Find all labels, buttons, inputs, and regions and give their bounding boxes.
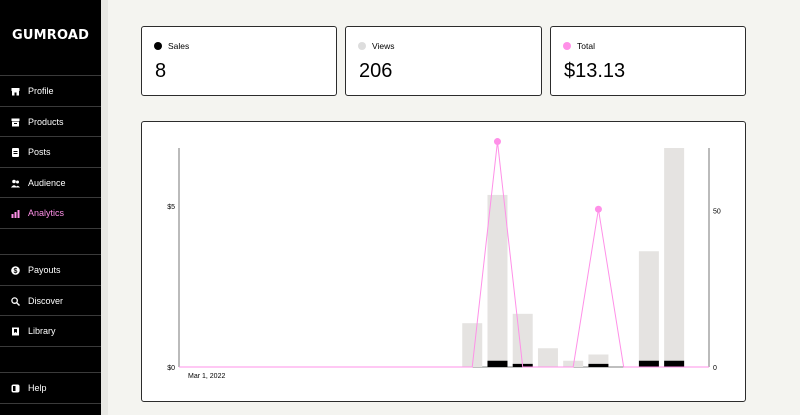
sidebar-item-label: Profile <box>28 86 54 96</box>
stat-label: Sales <box>168 41 190 51</box>
stat-value: 8 <box>155 60 167 82</box>
archive-icon <box>11 118 20 127</box>
divider <box>0 197 101 198</box>
stat-value: 206 <box>359 60 393 82</box>
stat-label-row: Total <box>563 41 595 51</box>
divider <box>0 136 101 137</box>
stat-card-total: Total $13.13 <box>550 26 746 96</box>
total-point <box>594 205 602 213</box>
analytics-chart-card: $0 $5 0 50 Mar 1, 2022 <box>141 121 746 402</box>
svg-text:$: $ <box>14 268 18 275</box>
views-bar <box>487 194 508 367</box>
shop-icon <box>11 87 20 96</box>
sidebar-item-label: Payouts <box>28 265 61 275</box>
legend-dot-views <box>358 42 366 50</box>
total-line <box>179 141 709 368</box>
stat-value: $13.13 <box>564 60 626 82</box>
sales-bar <box>664 360 685 367</box>
legend-dot-total <box>563 42 571 50</box>
divider <box>0 106 101 107</box>
people-icon <box>11 179 20 188</box>
sidebar-item-posts[interactable]: Posts <box>0 137 101 167</box>
right-tick-label: 0 <box>713 365 717 372</box>
stat-card-views: Views 206 <box>345 26 542 96</box>
divider <box>0 285 101 286</box>
left-tick-label: $0 <box>167 365 175 372</box>
sidebar-item-label: Posts <box>28 147 51 157</box>
help-icon <box>11 384 20 393</box>
x-tick-label: Mar 1, 2022 <box>188 373 225 380</box>
sales-bar <box>638 360 659 367</box>
divider <box>0 254 101 255</box>
sidebar-item-library[interactable]: Library <box>0 316 101 346</box>
sidebar-item-label: Analytics <box>28 208 65 218</box>
stat-label-row: Views <box>358 41 395 51</box>
stat-label: Total <box>577 41 595 51</box>
legend-dot-sales <box>154 42 162 50</box>
analytics-chart: $0 $5 0 50 Mar 1, 2022 <box>167 138 721 380</box>
right-tick-label: 50 <box>713 209 721 216</box>
dollar-circle-icon: $ <box>11 265 20 275</box>
stat-label: Views <box>372 41 395 51</box>
sales-bar <box>487 360 508 367</box>
sidebar-item-discover[interactable]: Discover <box>0 286 101 316</box>
bar-chart-icon <box>11 209 20 218</box>
sidebar-item-help[interactable]: Help <box>0 373 101 403</box>
divider <box>0 167 101 168</box>
sidebar-item-profile[interactable]: Profile <box>0 76 101 106</box>
divider <box>0 75 101 76</box>
views-bar <box>664 148 685 367</box>
scrollbar-track[interactable] <box>101 0 108 415</box>
sidebar-item-label: Help <box>28 383 47 393</box>
divider <box>0 372 101 373</box>
views-bar <box>537 348 558 367</box>
stat-card-sales: Sales 8 <box>141 26 337 96</box>
sidebar-item-label: Discover <box>28 296 64 306</box>
bookmark-icon <box>11 327 20 336</box>
views-bar <box>462 323 483 367</box>
sidebar-item-analytics[interactable]: Analytics <box>0 198 101 228</box>
divider <box>0 315 101 316</box>
gumroad-logo[interactable]: GUMROAD <box>12 28 90 43</box>
sidebar-item-label: Products <box>28 117 64 127</box>
sidebar-item-audience[interactable]: Audience <box>0 168 101 198</box>
left-tick-label: $5 <box>167 204 175 211</box>
total-point <box>493 138 501 146</box>
sidebar-item-payouts[interactable]: $ Payouts <box>0 255 101 285</box>
divider <box>0 346 101 347</box>
sidebar-item-label: Audience <box>28 178 66 188</box>
divider <box>0 228 101 229</box>
views-bar <box>512 313 533 367</box>
divider <box>0 403 101 404</box>
document-icon <box>11 147 20 157</box>
sales-bar <box>588 363 609 367</box>
sidebar-item-products[interactable]: Products <box>0 107 101 137</box>
sidebar-item-label: Library <box>28 326 56 336</box>
sidebar: GUMROAD Profile Products Posts Audience … <box>0 0 101 415</box>
views-bar <box>638 251 659 367</box>
stat-label-row: Sales <box>154 41 189 51</box>
search-icon <box>11 296 20 306</box>
